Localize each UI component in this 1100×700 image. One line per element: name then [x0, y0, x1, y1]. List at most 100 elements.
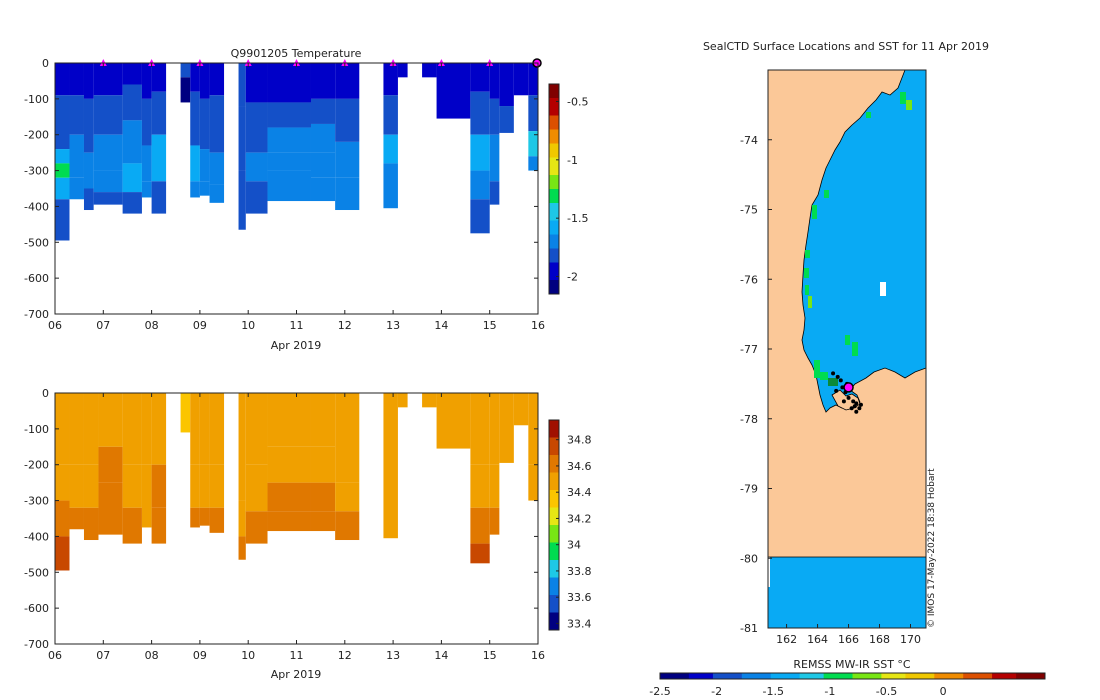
- profile-cell: [199, 393, 210, 465]
- sst-colorbar-segment: [943, 673, 950, 679]
- colorbar-segment: [549, 528, 559, 533]
- sst-pixel: [814, 360, 820, 378]
- profile-cell: [470, 543, 490, 564]
- profile-cell: [489, 393, 500, 465]
- colorbar-segment: [549, 570, 559, 575]
- sst-colorbar-segment: [703, 673, 709, 679]
- sst-colorbar-segment: [1035, 673, 1041, 679]
- colorbar-segment: [549, 276, 559, 281]
- sst-colorbar-segment: [814, 673, 820, 679]
- map-x-tick-label: 164: [807, 633, 828, 646]
- profile-cell: [141, 63, 152, 99]
- profile-cell: [55, 536, 70, 571]
- colorbar-segment: [549, 182, 559, 186]
- profile-cell: [190, 91, 200, 146]
- profile-cell: [528, 156, 538, 171]
- y-tick-label: -700: [24, 308, 49, 321]
- sst-colorbar-segment: [799, 673, 805, 679]
- profile-cell: [383, 63, 398, 96]
- sst-colorbar-segment: [953, 673, 959, 679]
- sst-colorbar-segment: [794, 673, 801, 679]
- profile-cell: [141, 98, 152, 146]
- profile-cell: [383, 393, 398, 539]
- colorbar-segment: [549, 546, 559, 550]
- profile-cell: [209, 393, 225, 465]
- sst-colorbar-segment: [674, 673, 680, 679]
- track-point: [834, 388, 839, 393]
- sst-colorbar-segment: [910, 673, 916, 679]
- colorbar-segment: [549, 588, 559, 592]
- profile-cell: [55, 500, 70, 537]
- x-tick-label: 15: [483, 649, 497, 662]
- profile-cell: [470, 170, 490, 200]
- sst-pixel: [805, 250, 810, 258]
- profile-cell: [267, 393, 311, 447]
- profile-cell: [470, 63, 490, 92]
- profile-cell: [267, 127, 311, 153]
- x-tick-label: 11: [290, 319, 304, 332]
- profile-cell: [55, 63, 70, 96]
- colorbar-segment: [549, 462, 559, 466]
- sst-pixel: [812, 205, 817, 219]
- profile-cell: [209, 507, 225, 533]
- sst-colorbar-segment: [1030, 673, 1036, 679]
- x-tick-label: 15: [483, 319, 497, 332]
- y-tick-label: -200: [24, 129, 49, 142]
- profile-cell: [69, 134, 84, 178]
- profile-cell: [422, 63, 437, 78]
- sst-colorbar-segment: [900, 673, 906, 679]
- profile-cell: [69, 507, 84, 530]
- colorbar-segment: [549, 280, 559, 284]
- sst-colorbar-segment: [761, 673, 767, 679]
- profile-cell: [335, 393, 360, 483]
- colorbar-frame: [548, 83, 560, 295]
- profile-cell: [238, 63, 246, 107]
- profile-cell: [55, 393, 70, 465]
- profile-cell: [55, 199, 70, 241]
- profile-cell: [489, 181, 500, 205]
- sst-colorbar-segment: [886, 673, 892, 679]
- profile-cell: [310, 63, 336, 99]
- sst-colorbar-segment: [732, 673, 738, 679]
- profile-cell: [199, 181, 210, 196]
- profile-cell: [310, 393, 336, 447]
- sst-colorbar-segment: [684, 673, 690, 679]
- profile-cell: [470, 91, 490, 135]
- profile-cell: [267, 446, 311, 483]
- sst-colorbar-segment: [871, 673, 878, 679]
- colorbar-segment: [549, 122, 559, 127]
- colorbar-segment: [549, 126, 559, 130]
- sst-colorbar-segment: [987, 673, 993, 679]
- profile-cell: [489, 507, 500, 535]
- y-tick-label: -300: [24, 165, 49, 178]
- sst-colorbar-segment: [688, 673, 695, 679]
- colorbar-tick-label: 34.6: [567, 460, 592, 473]
- profile-cell: [335, 482, 360, 512]
- track-point: [835, 374, 840, 379]
- profile-cell: [122, 84, 142, 121]
- sst-colorbar-segment: [823, 673, 829, 679]
- colorbar-segment: [549, 227, 559, 232]
- track-point: [854, 409, 859, 414]
- track-point: [841, 399, 846, 404]
- sst-colorbar-segment: [958, 673, 964, 679]
- colorbar-segment: [549, 175, 559, 179]
- profile-cell: [470, 199, 490, 234]
- sst-pixel: [866, 112, 871, 118]
- sst-colorbar-segment: [1025, 673, 1032, 679]
- map-layer: [768, 69, 927, 628]
- profile-cell: [83, 507, 99, 541]
- profile-cell: [489, 134, 500, 182]
- profile-cell: [141, 464, 152, 528]
- profile-cell: [267, 152, 311, 171]
- colorbar-segment: [549, 497, 559, 501]
- profile-cell: [238, 393, 246, 501]
- track-point: [851, 399, 856, 404]
- colorbar-segment: [549, 619, 559, 624]
- sst-colorbar-segment: [929, 673, 935, 679]
- colorbar-tick-label: 34.4: [567, 486, 592, 499]
- map-y-tick-label: -74: [740, 134, 758, 147]
- colorbar-segment: [549, 171, 559, 176]
- profile-cell: [83, 464, 99, 508]
- colorbar-segment: [549, 189, 559, 193]
